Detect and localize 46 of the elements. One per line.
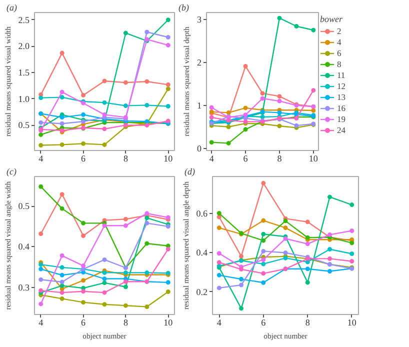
y-tick-label: 0.5 bbox=[18, 201, 30, 212]
x-tick-label: 10 bbox=[347, 318, 357, 328]
y-tick-label: 0.3 bbox=[18, 282, 30, 292]
x-tick-label: 4 bbox=[38, 318, 44, 328]
y-tick-label: 3 bbox=[197, 14, 202, 24]
legend-label: 13 bbox=[337, 92, 346, 102]
legend-label: 6 bbox=[337, 48, 342, 58]
x-tick-label: 10 bbox=[164, 318, 174, 328]
x-tick-label: 10 bbox=[308, 154, 318, 164]
legend-title: bower bbox=[320, 14, 344, 24]
y-tick-label: 0 bbox=[197, 143, 202, 154]
x-tick-label: 8 bbox=[123, 318, 128, 328]
chart-title: (c) bbox=[6, 166, 16, 176]
x-tick-label: 4 bbox=[209, 154, 214, 164]
x-tick-label: 4 bbox=[216, 318, 222, 328]
x-tick-label: 4 bbox=[38, 154, 44, 164]
legend-label: 19 bbox=[337, 114, 346, 124]
y-tick-label: 0.6 bbox=[196, 208, 208, 218]
y-tick-label: 2 bbox=[197, 57, 202, 68]
legend-label: 4 bbox=[337, 37, 342, 47]
x-tick-label: 8 bbox=[305, 318, 310, 328]
legend-label: 24 bbox=[337, 125, 346, 135]
x-tick-label: 6 bbox=[243, 154, 248, 164]
chart-title: (b) bbox=[178, 2, 189, 12]
y-tick-label: 0.4 bbox=[196, 248, 208, 258]
x-tick-label: 10 bbox=[164, 154, 174, 164]
x-tick-label: 6 bbox=[81, 318, 86, 328]
chart-title: (d) bbox=[184, 166, 195, 176]
x-tick-label: 8 bbox=[277, 154, 282, 164]
y-tick-label: 2.5 bbox=[18, 14, 30, 25]
y-tick-label: 0.5 bbox=[18, 120, 30, 130]
legend-label: 11 bbox=[337, 70, 346, 80]
legend-label: 12 bbox=[337, 81, 346, 91]
x-tick-label: 6 bbox=[81, 154, 86, 164]
y-tick-label: 1.0 bbox=[18, 94, 30, 104]
x-tick-label: 6 bbox=[261, 318, 266, 328]
y-tick-label: 2.0 bbox=[18, 41, 30, 52]
y-tick-label: 0.4 bbox=[18, 242, 30, 252]
chart-title: (a) bbox=[6, 2, 17, 12]
y-tick-label: 0.2 bbox=[196, 286, 208, 297]
legend-label: 8 bbox=[337, 59, 342, 69]
y-tick-label: 1.5 bbox=[18, 68, 30, 78]
y-tick-label: 1 bbox=[197, 100, 202, 110]
x-tick-label: 8 bbox=[123, 154, 128, 164]
legend-label: 16 bbox=[337, 103, 346, 113]
legend-label: 2 bbox=[337, 26, 342, 36]
